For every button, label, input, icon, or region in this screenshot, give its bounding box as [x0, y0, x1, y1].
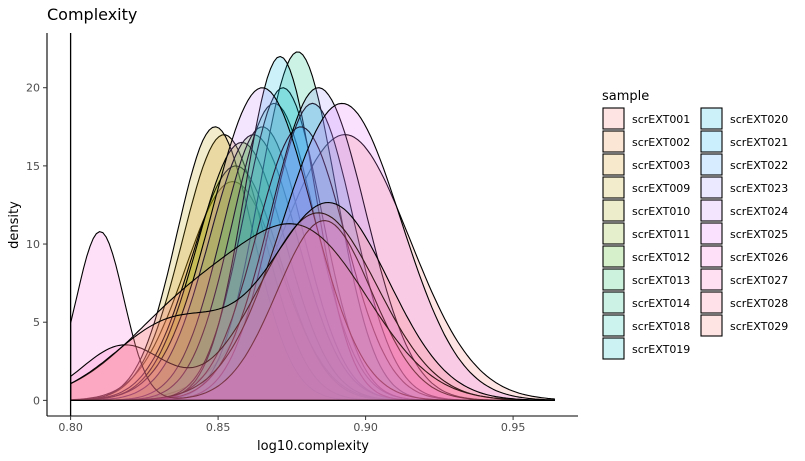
legend-label-scrEXT010: scrEXT010 [632, 205, 690, 218]
legend-key-scrEXT029 [700, 314, 723, 337]
legend-key-scrEXT011 [602, 222, 625, 245]
legend-key-scrEXT012 [602, 245, 625, 268]
legend-label-scrEXT013: scrEXT013 [632, 274, 690, 287]
chart-title: Complexity [47, 5, 137, 24]
legend-label-scrEXT026: scrEXT026 [730, 251, 788, 264]
legend-title: sample [602, 89, 649, 104]
y-tick-label: 20 [26, 82, 40, 95]
legend-label-scrEXT021: scrEXT021 [730, 136, 788, 149]
legend-key-scrEXT010 [602, 199, 625, 222]
legend-label-scrEXT020: scrEXT020 [730, 113, 788, 126]
legend-label-scrEXT023: scrEXT023 [730, 182, 788, 195]
x-tick-label: 0.80 [58, 421, 83, 434]
legend-label-scrEXT009: scrEXT009 [632, 182, 690, 195]
legend-key-scrEXT025 [700, 222, 723, 245]
density-curve-scrEXT026 [70, 220, 555, 401]
legend-key-scrEXT022 [700, 153, 723, 176]
density-curve-scrEXT029 [70, 201, 555, 401]
legend-label-scrEXT025: scrEXT025 [730, 228, 788, 241]
density-curve-scrEXT025 [70, 102, 555, 401]
legend-label-scrEXT011: scrEXT011 [632, 228, 690, 241]
density-curve-scrEXT028 [70, 223, 555, 401]
y-tick-label: 10 [26, 238, 40, 251]
y-tick-label: 15 [26, 160, 40, 173]
legend-label-scrEXT002: scrEXT002 [632, 136, 690, 149]
legend-key-scrEXT027 [700, 268, 723, 291]
y-axis-label: density [7, 201, 22, 249]
legend-key-scrEXT013 [602, 268, 625, 291]
legend-label-scrEXT003: scrEXT003 [632, 159, 690, 172]
legend-label-scrEXT028: scrEXT028 [730, 297, 788, 310]
y-tick-label: 0 [33, 394, 40, 407]
density-curves [70, 51, 555, 401]
legend-key-scrEXT009 [602, 176, 625, 199]
legend-label-scrEXT029: scrEXT029 [730, 320, 788, 333]
legend-label-scrEXT027: scrEXT027 [730, 274, 788, 287]
legend-key-scrEXT026 [700, 245, 723, 268]
legend-label-scrEXT018: scrEXT018 [632, 320, 690, 333]
legend-key-scrEXT018 [602, 314, 625, 337]
legend-key-scrEXT023 [700, 176, 723, 199]
legend-key-scrEXT028 [700, 291, 723, 314]
x-axis-label: log10.complexity [257, 439, 369, 454]
legend-label-scrEXT012: scrEXT012 [632, 251, 690, 264]
legend-key-scrEXT021 [700, 130, 723, 153]
axes: 0.80 0.85 0.90 0.95 0 5 10 15 20 [26, 33, 578, 434]
legend-label-scrEXT014: scrEXT014 [632, 297, 690, 310]
x-tick-label: 0.90 [353, 421, 378, 434]
legend: sample scrEXT001 scrEXT002 scrEXT003 scrEXT… [602, 89, 788, 360]
legend-key-scrEXT014 [602, 291, 625, 314]
x-tick-label: 0.95 [501, 421, 526, 434]
legend-label-scrEXT024: scrEXT024 [730, 205, 788, 218]
legend-key-scrEXT003 [602, 153, 625, 176]
legend-key-scrEXT019 [602, 337, 625, 360]
x-tick-label: 0.85 [206, 421, 231, 434]
legend-key-scrEXT024 [700, 199, 723, 222]
legend-key-scrEXT001 [602, 107, 625, 130]
y-tick-label: 5 [33, 316, 40, 329]
legend-label-scrEXT001: scrEXT001 [632, 113, 690, 126]
legend-label-scrEXT019: scrEXT019 [632, 343, 690, 356]
legend-label-scrEXT022: scrEXT022 [730, 159, 788, 172]
legend-key-scrEXT002 [602, 130, 625, 153]
legend-key-scrEXT020 [700, 107, 723, 130]
